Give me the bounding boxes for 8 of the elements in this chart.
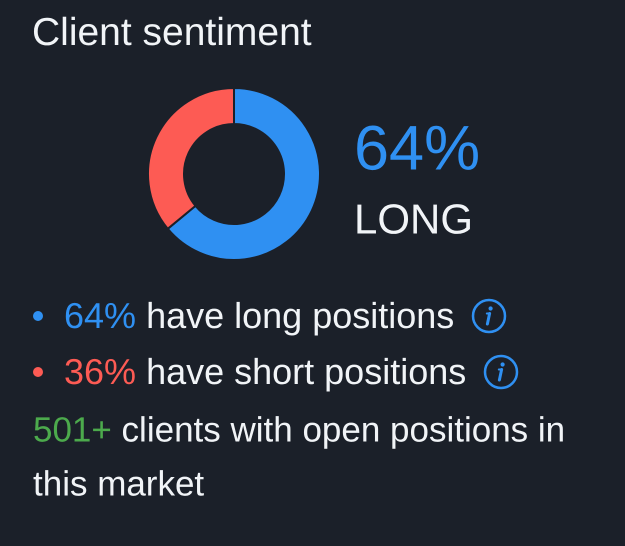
data-label: 64% bbox=[64, 295, 136, 337]
slice-label: have long positions bbox=[146, 295, 454, 337]
chart-title: Client sentiment bbox=[32, 11, 312, 54]
slice-label: have short positions bbox=[146, 351, 466, 393]
text: 501+ clients with open positions in this market bbox=[33, 410, 575, 504]
text: 64% bbox=[354, 114, 480, 184]
text: LONG bbox=[354, 196, 474, 242]
data-label: 36% bbox=[64, 351, 136, 393]
